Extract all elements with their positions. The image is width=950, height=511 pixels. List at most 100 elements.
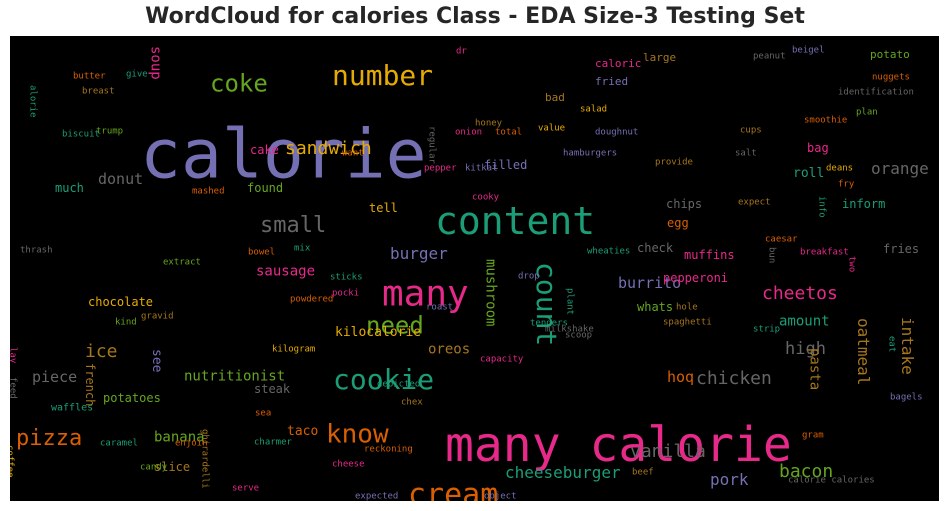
word-bun: bun [766, 247, 776, 263]
word-milkshake: milkshake [545, 325, 594, 335]
word-breakfast: breakfast [800, 248, 849, 258]
word-amount: amount [779, 314, 830, 330]
word-banana: banana [154, 430, 205, 446]
word-oreos: oreos [428, 342, 470, 358]
word-kitkat: kitkat [465, 164, 498, 174]
word-coffee: coffee [10, 445, 14, 478]
word-lay: lay [10, 347, 17, 364]
word-bacon: bacon [779, 461, 833, 482]
word-hole: hole [676, 303, 698, 313]
chart-title: WordCloud for calories Class - EDA Size-… [145, 4, 805, 29]
word-regular: regular [426, 126, 436, 165]
word-chocolate: chocolate [88, 295, 153, 309]
word-honey: honey [475, 119, 503, 129]
word-calorie-calories: calorie calories [788, 476, 875, 486]
word-potato: potato [870, 48, 910, 61]
word-hoq: hoq [667, 368, 694, 386]
word-need: need [366, 312, 424, 340]
word-waffles: waffles [51, 402, 93, 413]
word-eat: eat [886, 336, 896, 352]
word-candy: candy [140, 463, 168, 473]
word-muffins: muffins [684, 248, 735, 262]
word-filled: filled [484, 158, 527, 172]
word-mashed: mashed [192, 187, 225, 197]
word-caramel: caramel [100, 439, 138, 449]
word-object: object [484, 492, 517, 501]
word-beigel: beigel [792, 46, 825, 56]
word-cake: cake [250, 143, 279, 157]
word-info: info [816, 196, 826, 218]
word-powdered: powdered [290, 295, 333, 305]
word-coke: coke [210, 70, 268, 98]
word-salt: salt [735, 149, 757, 159]
word-cloud-svg: calorie many calorie content many number cook… [10, 46, 929, 501]
word-plant: plant [564, 288, 574, 315]
word-salad: salad [580, 105, 607, 115]
word-biscuit: biscuit [62, 130, 100, 140]
word-cookie: cookie [333, 363, 434, 396]
word-check: check [637, 241, 674, 255]
word-fried: fried [595, 75, 628, 88]
word-pasta: pasta [806, 348, 822, 390]
word-serve: serve [232, 484, 259, 494]
word-sandwich: sandwich [285, 138, 372, 159]
word-fries: fries [883, 242, 919, 256]
word-alorie: alorie [27, 85, 37, 118]
word-chips: chips [666, 197, 702, 211]
word-count: count [530, 262, 563, 346]
word-enjoin: enjoin [175, 439, 208, 449]
word-cups: cups [740, 126, 762, 136]
word-burger: burger [390, 244, 448, 263]
word-know: know [326, 419, 389, 449]
word-kilocalorie: kilocalorie [335, 325, 421, 340]
word-identification: identification [838, 88, 914, 98]
word-high: high [785, 339, 826, 359]
word-many: many [382, 274, 469, 315]
word-extract: extract [163, 258, 201, 268]
word-much: much [55, 181, 84, 195]
word-piece: piece [32, 368, 77, 386]
word-orange: orange [871, 159, 929, 178]
word-bag: bag [807, 141, 829, 155]
word-mushroom: mushroom [482, 259, 498, 326]
word-chicken: chicken [696, 368, 772, 389]
word-fry: fry [838, 180, 855, 190]
word-sticks: sticks [330, 273, 363, 283]
word-drop: drop [518, 272, 540, 282]
word-intake: intake [898, 317, 917, 375]
word-tenders: tenders [530, 319, 568, 329]
word-spaghetti: spaghetti [663, 318, 712, 328]
word-expected: expected [355, 492, 398, 501]
word-caloric: caloric [595, 57, 641, 70]
word-roast: roast [426, 303, 453, 313]
word-roll: roll [793, 166, 824, 181]
word-hamburgers: hamburgers [563, 149, 617, 159]
word-scoop: scoop [565, 331, 592, 341]
word-cheese: cheese [332, 460, 365, 470]
word-want: want [342, 149, 364, 159]
word-give: give [126, 70, 148, 80]
word-soup: soup [147, 46, 163, 80]
word-calorie: calorie [140, 116, 427, 195]
word-beef: beef [632, 468, 654, 478]
word-slice: slice [154, 460, 190, 474]
word-peanut: peanut [753, 52, 786, 62]
word-cloud-area: calorie many calorie content many number cook… [10, 36, 939, 501]
word-thrash: thrash [20, 246, 53, 256]
word-number: number [332, 59, 433, 92]
word-steak: steak [254, 382, 291, 396]
word-expect: expect [738, 198, 771, 208]
word-nutritionist: nutritionist [184, 369, 285, 385]
word-gravid: gravid [141, 312, 174, 322]
word-nuggets: nuggets [872, 73, 910, 83]
word-smoothie: smoothie [804, 116, 847, 126]
word-sea: sea [255, 409, 271, 419]
word-cheetos: cheetos [762, 283, 838, 304]
word-kind: kind [115, 318, 137, 328]
word-oatmeal: oatmeal [854, 318, 873, 385]
word-doughnut: doughnut [595, 128, 638, 138]
word-kilogram: kilogram [272, 345, 315, 355]
word-feed: feed [10, 377, 17, 399]
word-sausage: sausage [256, 264, 315, 280]
word-onion: onion [455, 128, 482, 138]
